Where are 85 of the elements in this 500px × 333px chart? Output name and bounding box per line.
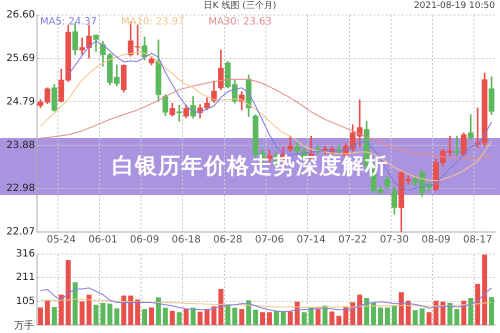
bar — [475, 284, 480, 325]
bar — [156, 297, 161, 325]
y-tick-label: 25.69 — [6, 53, 35, 64]
bar — [398, 292, 404, 325]
bar — [371, 302, 376, 325]
y-tick-label: 105 — [16, 296, 35, 307]
bar — [440, 302, 446, 325]
bar — [412, 310, 418, 325]
bar — [434, 300, 439, 325]
bar — [239, 309, 244, 325]
text: MA30: 23.63 — [208, 16, 272, 28]
x-tick-label: 07-06 — [254, 234, 284, 246]
bar — [86, 294, 92, 325]
bar — [38, 307, 43, 325]
x-tick-label: 06-18 — [172, 234, 201, 246]
bar — [149, 307, 154, 325]
bar — [142, 309, 148, 325]
bar — [266, 312, 272, 325]
y-axis-title: 万手 — [14, 320, 34, 332]
y-tick-label: 24.79 — [6, 96, 35, 108]
bar — [406, 300, 411, 325]
bar — [260, 312, 266, 325]
bar — [121, 296, 126, 325]
bar — [198, 312, 203, 325]
bar — [308, 307, 314, 325]
bar — [162, 308, 168, 325]
bar — [225, 304, 230, 325]
bar — [232, 308, 238, 325]
text: 2021-08-19 10:50 — [414, 0, 495, 12]
bar — [302, 312, 307, 325]
y-tick-label: 23.88 — [6, 140, 35, 151]
bar — [336, 316, 342, 325]
bar — [204, 309, 210, 325]
bar — [280, 312, 286, 325]
bar — [316, 309, 321, 325]
x-tick-label: 06-09 — [130, 234, 160, 246]
x-tick-label: 06-28 — [213, 234, 242, 246]
bar — [80, 301, 85, 325]
bar — [170, 310, 175, 325]
bar — [253, 310, 258, 325]
bar — [211, 306, 216, 325]
bar — [93, 304, 98, 325]
bar — [426, 312, 432, 325]
bar — [447, 302, 452, 325]
bar — [114, 308, 120, 325]
y-tick-label: 316 — [16, 248, 35, 260]
chart-subtitle: 日K 线图 (三个月) — [204, 1, 276, 11]
bar — [468, 298, 474, 325]
bar — [482, 254, 488, 325]
bar — [392, 306, 397, 325]
bar — [128, 296, 134, 325]
x-tick-label: 08-17 — [463, 234, 492, 246]
x-tick-label: 07-30 — [380, 234, 409, 246]
x-tick-label: 06-01 — [88, 234, 118, 246]
bar — [420, 308, 425, 325]
x-tick-label: 07-22 — [338, 234, 368, 246]
y-tick-label: 22.07 — [6, 226, 35, 238]
bar — [218, 289, 224, 325]
bar — [489, 297, 494, 325]
bar — [461, 300, 466, 325]
y-tick-label: 211 — [16, 272, 35, 284]
x-tick-label: 05-24 — [46, 234, 76, 246]
bar — [52, 307, 57, 325]
bar — [72, 282, 78, 325]
bar — [246, 300, 252, 325]
y-tick-label: 22.98 — [6, 183, 35, 194]
text: MA10: 23.97 — [121, 16, 184, 28]
x-tick-label: 07-14 — [296, 234, 326, 246]
bar — [190, 308, 196, 325]
bar — [44, 300, 50, 325]
bar — [454, 309, 460, 325]
bar — [100, 302, 106, 325]
bar — [357, 294, 362, 325]
series-label: MA5: 24.37 — [40, 16, 98, 28]
bar — [274, 310, 279, 325]
bar — [135, 300, 140, 325]
bar — [384, 307, 390, 325]
x-tick-label: 08-09 — [421, 234, 451, 246]
bar — [329, 312, 334, 325]
bar — [176, 312, 182, 325]
bar — [378, 307, 383, 325]
bar — [364, 298, 370, 325]
bar — [184, 309, 189, 325]
y-tick-label: 26.60 — [6, 10, 35, 21]
bar — [107, 304, 112, 325]
